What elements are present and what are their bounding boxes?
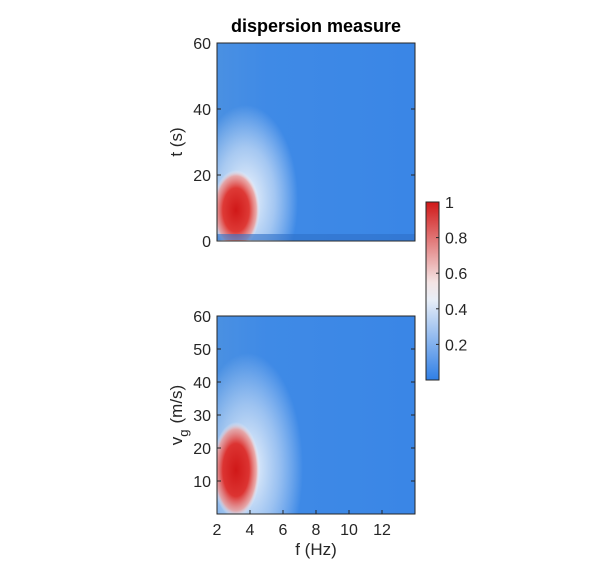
- y-tick-label: 0: [202, 234, 211, 251]
- colorbar-tick-label: 0.4: [445, 302, 467, 319]
- x-tick-label: 4: [246, 522, 255, 539]
- y-tick-label: 60: [193, 309, 211, 326]
- svg-text:vg(m/s): vg (m/s): [167, 385, 191, 445]
- x-tick-label: 12: [373, 522, 391, 539]
- x-tick-label: 8: [312, 522, 321, 539]
- colorbar-tick-label: 0.6: [445, 266, 467, 283]
- bottom-y-axis-label-units: (m/s): [167, 385, 186, 424]
- y-tick-label: 40: [193, 102, 211, 119]
- y-tick-label: 30: [193, 408, 211, 425]
- top-axes-box: [216, 42, 416, 242]
- colorbar-gradient: [426, 202, 439, 380]
- chart-title: dispersion measure: [231, 16, 401, 36]
- bottom-heatmap-image: [217, 316, 415, 514]
- y-tick-label: 60: [193, 36, 211, 53]
- bottom-panel: 10 20 30 40 50 60 2 4 6 8 10 12 f (Hz) vg (m/s): [167, 309, 416, 559]
- x-tick-label: 6: [279, 522, 288, 539]
- y-tick-label: 50: [193, 342, 211, 359]
- colorbar-tick-label: 0.8: [445, 231, 467, 248]
- bottom-y-ticks: 10 20 30 40 50 60: [193, 309, 415, 491]
- colorbar-box: [425, 201, 440, 381]
- bottom-y-axis-label-symbol: v: [167, 436, 186, 445]
- colorbar-tick-label: 1: [445, 195, 454, 212]
- bottom-x-axis-label: f (Hz): [295, 540, 337, 559]
- y-tick-label: 40: [193, 375, 211, 392]
- bottom-y-axis-label-subscript: g: [176, 429, 191, 436]
- top-heatmap-image: [217, 43, 415, 241]
- y-tick-label: 20: [193, 168, 211, 185]
- y-tick-label: 10: [193, 474, 211, 491]
- colorbar-ticks: 0.2 0.4 0.6 0.8 1: [436, 195, 467, 354]
- y-tick-label: 20: [193, 441, 211, 458]
- top-y-axis-label: t (s): [167, 127, 186, 156]
- top-y-ticks: 0 20 40 60: [193, 36, 415, 251]
- x-tick-label: 10: [340, 522, 358, 539]
- top-panel: 0 20 40 60 dispersion measure t (s): [167, 16, 416, 251]
- bottom-y-axis-label: vg (m/s): [167, 385, 191, 445]
- bottom-x-ticks: 2 4 6 8 10 12: [213, 510, 391, 539]
- x-tick-label: 2: [213, 522, 222, 539]
- colorbar-tick-label: 0.2: [445, 337, 467, 354]
- colorbar: 0.2 0.4 0.6 0.8 1: [425, 195, 467, 381]
